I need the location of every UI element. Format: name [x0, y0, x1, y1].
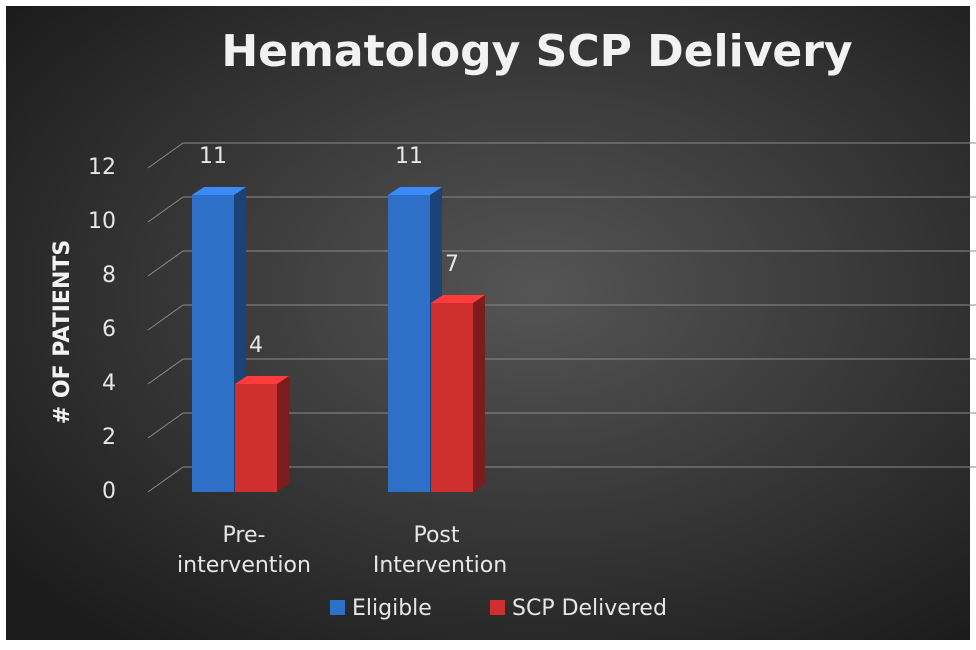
bar [235, 376, 289, 492]
bar-top [192, 187, 246, 195]
y-tick-label: 2 [102, 425, 116, 450]
x-tick-label: Post Intervention [373, 523, 507, 578]
data-label: 11 [199, 144, 227, 169]
bar [431, 295, 485, 492]
legend-swatch [490, 600, 505, 615]
bar-top [235, 376, 289, 384]
y-tick-label: 0 [102, 479, 116, 504]
x-tick-label-line: Pre- [223, 523, 266, 548]
legend-label: Eligible [352, 596, 432, 621]
x-tick-label-line: Intervention [373, 553, 507, 578]
grid-line-side [147, 196, 184, 223]
grid-line-side [147, 250, 184, 277]
x-tick-label-line: Post [413, 523, 466, 548]
bar-side [277, 376, 289, 492]
data-label: 11 [395, 144, 423, 169]
bar-front [431, 303, 473, 492]
data-label: 7 [445, 252, 459, 277]
grid-line-side [147, 412, 184, 439]
y-tick-label: 6 [102, 317, 116, 342]
bar-front [192, 195, 234, 492]
grid-line-side [147, 466, 184, 493]
y-tick-label: 10 [88, 209, 116, 234]
chart-title: Hematology SCP Delivery [221, 26, 852, 77]
background [6, 6, 970, 640]
bar-front [235, 384, 277, 492]
grid-line-side [147, 358, 184, 385]
x-tick-label-line: intervention [177, 553, 311, 578]
y-tick-label: 12 [88, 155, 116, 180]
legend-label: SCP Delivered [512, 596, 667, 621]
bar-top [431, 295, 485, 303]
grid-line-side [147, 304, 184, 331]
data-label: 4 [249, 333, 263, 358]
x-tick-label: Pre-intervention [177, 523, 311, 578]
y-tick-label: 4 [102, 371, 116, 396]
legend-swatch [330, 600, 345, 615]
bar-top [388, 187, 442, 195]
y-axis-label: # OF PATIENTS [50, 240, 75, 424]
bar-front [388, 195, 430, 492]
bar-side [473, 295, 485, 492]
grid-line-side [147, 142, 184, 169]
y-tick-label: 8 [102, 263, 116, 288]
